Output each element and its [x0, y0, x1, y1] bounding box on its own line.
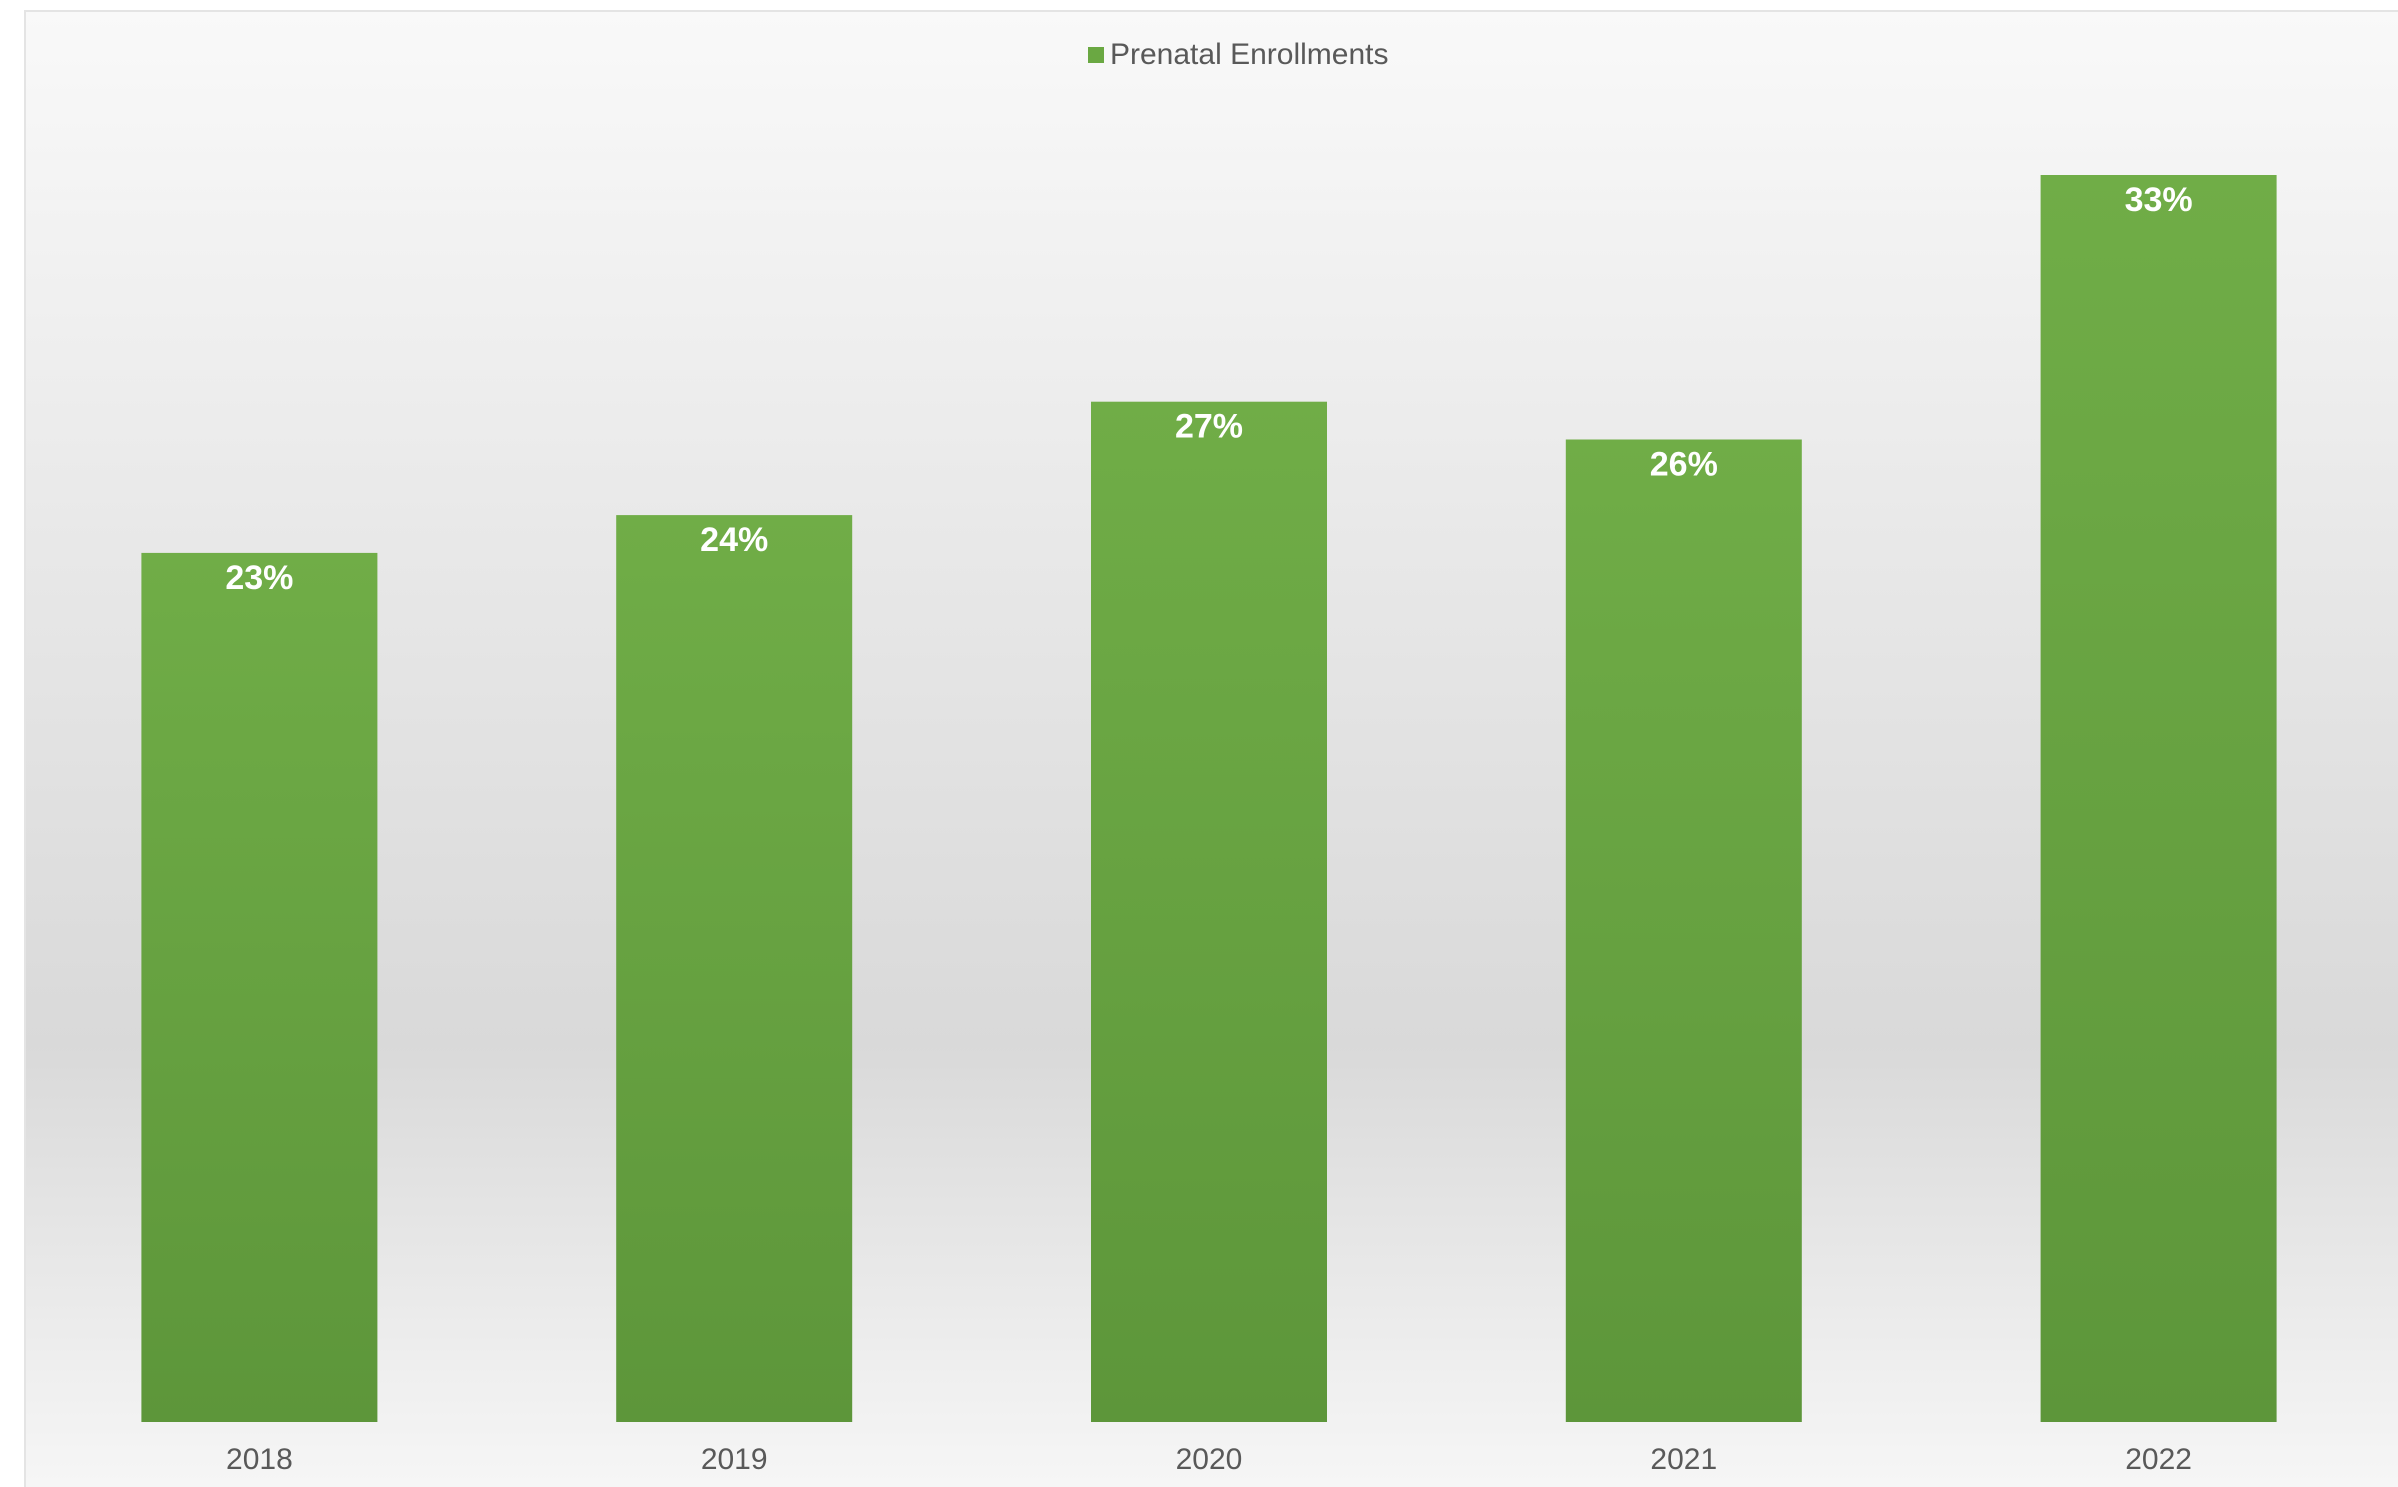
x-axis-tick-labels: 2018 2019 2020 2021 2022	[226, 1443, 2192, 1476]
legend-swatch	[1088, 47, 1104, 63]
x-tick-label-2019: 2019	[701, 1443, 768, 1476]
bar-2019	[616, 515, 853, 1422]
data-label-2018: 23%	[225, 559, 293, 597]
legend: Prenatal Enrollments	[1088, 38, 1388, 71]
data-labels-group: 23% 24% 27% 26% 33%	[225, 181, 2192, 597]
x-tick-label-2021: 2021	[1650, 1443, 1717, 1476]
data-label-2022: 33%	[2125, 181, 2193, 219]
x-tick-label-2018: 2018	[226, 1443, 293, 1476]
x-tick-label-2020: 2020	[1176, 1443, 1243, 1476]
data-label-2019: 24%	[700, 521, 768, 559]
x-tick-label-2022: 2022	[2125, 1443, 2192, 1476]
data-label-2020: 27%	[1175, 408, 1243, 446]
data-label-2021: 26%	[1650, 446, 1718, 484]
bar-2021	[1565, 439, 1802, 1422]
bar-2022	[2040, 175, 2277, 1422]
bars-group	[141, 175, 2277, 1422]
bar-2020	[1091, 401, 1327, 1422]
bar-2018	[141, 552, 378, 1422]
legend-label: Prenatal Enrollments	[1110, 38, 1388, 71]
